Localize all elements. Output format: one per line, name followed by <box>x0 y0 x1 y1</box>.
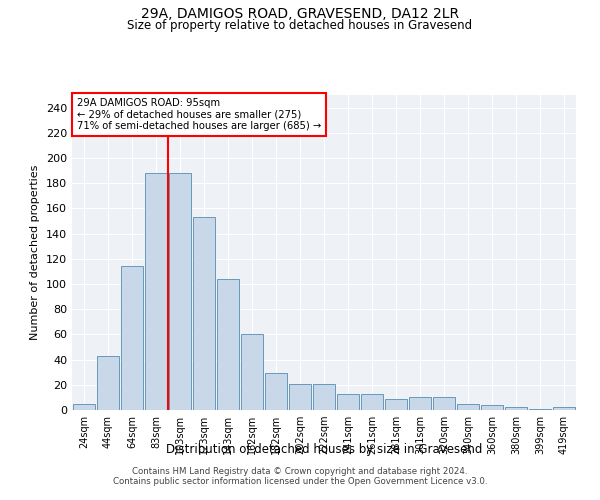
Bar <box>337 394 359 410</box>
Bar <box>97 356 119 410</box>
Bar <box>409 398 431 410</box>
Bar <box>385 398 407 410</box>
Y-axis label: Number of detached properties: Number of detached properties <box>31 165 40 340</box>
Bar <box>361 394 383 410</box>
Text: 29A DAMIGOS ROAD: 95sqm
← 29% of detached houses are smaller (275)
71% of semi-d: 29A DAMIGOS ROAD: 95sqm ← 29% of detache… <box>77 98 321 132</box>
Bar <box>265 374 287 410</box>
Text: 29A, DAMIGOS ROAD, GRAVESEND, DA12 2LR: 29A, DAMIGOS ROAD, GRAVESEND, DA12 2LR <box>141 8 459 22</box>
Bar <box>217 279 239 410</box>
Bar <box>457 404 479 410</box>
Bar <box>313 384 335 410</box>
Text: Contains public sector information licensed under the Open Government Licence v3: Contains public sector information licen… <box>113 477 487 486</box>
Bar <box>481 405 503 410</box>
Bar <box>505 408 527 410</box>
Text: Distribution of detached houses by size in Gravesend: Distribution of detached houses by size … <box>166 442 482 456</box>
Bar <box>121 266 143 410</box>
Text: Size of property relative to detached houses in Gravesend: Size of property relative to detached ho… <box>127 19 473 32</box>
Bar <box>553 408 575 410</box>
Bar <box>145 173 167 410</box>
Text: Contains HM Land Registry data © Crown copyright and database right 2024.: Contains HM Land Registry data © Crown c… <box>132 467 468 476</box>
Bar <box>193 217 215 410</box>
Bar <box>529 408 551 410</box>
Bar <box>433 398 455 410</box>
Bar <box>241 334 263 410</box>
Bar <box>289 384 311 410</box>
Bar <box>73 404 95 410</box>
Bar <box>169 173 191 410</box>
